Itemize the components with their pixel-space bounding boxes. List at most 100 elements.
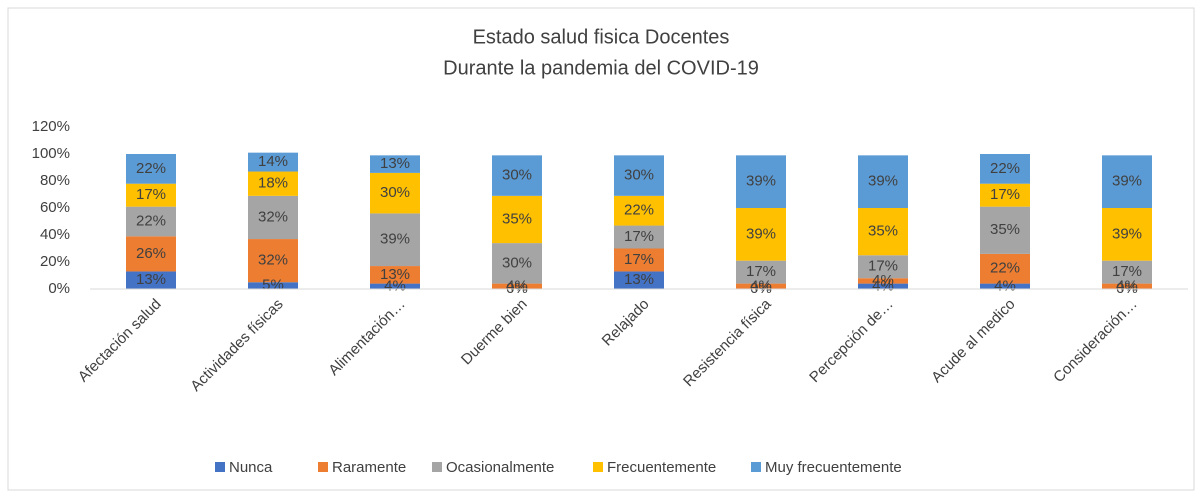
- bar-segment: [858, 208, 908, 256]
- y-tick-label: 20%: [40, 253, 70, 270]
- y-tick-label: 40%: [40, 226, 70, 243]
- data-label: 39%: [380, 231, 410, 248]
- data-label: 17%: [990, 186, 1020, 203]
- bar-segment: [370, 155, 420, 173]
- bar-segment: [614, 225, 664, 249]
- data-label: 17%: [746, 263, 776, 280]
- data-label: 22%: [990, 160, 1020, 177]
- data-label: 22%: [136, 160, 166, 177]
- data-label: 17%: [868, 258, 898, 275]
- data-label: 39%: [868, 173, 898, 190]
- bar-segment: [126, 236, 176, 272]
- bar-segment: [248, 171, 298, 196]
- bar-segment: [858, 255, 908, 279]
- bar-segment: [492, 243, 542, 284]
- data-label: 4%: [872, 272, 894, 289]
- bar-segment: [1102, 208, 1152, 261]
- bar-segment: [980, 183, 1030, 207]
- y-tick-label: 120%: [32, 118, 70, 135]
- legend-label: Muy frecuentemente: [765, 459, 902, 476]
- y-tick-label: 0%: [48, 280, 70, 297]
- chart-title: Estado salud fisica Docentes: [473, 26, 730, 48]
- bar-segment: [492, 283, 542, 289]
- legend-swatch: [593, 462, 603, 472]
- bar-segment: [1102, 155, 1152, 208]
- bar-segment: [126, 183, 176, 207]
- bar-segment: [492, 155, 542, 196]
- bar-segment: [858, 155, 908, 208]
- bar-segment: [126, 154, 176, 184]
- bar-segment: [370, 266, 420, 284]
- data-label: 4%: [1116, 277, 1138, 294]
- bar-segment: [858, 283, 908, 289]
- bar-segment: [248, 195, 298, 240]
- bar-segment: [980, 283, 1030, 289]
- bar-segment: [614, 155, 664, 196]
- bar-segment: [614, 248, 664, 272]
- bar-segment: [248, 282, 298, 289]
- bar-segment: [736, 260, 786, 284]
- bar-segment: [248, 239, 298, 283]
- data-label: 30%: [502, 254, 532, 271]
- y-tick-label: 100%: [32, 145, 70, 162]
- data-label: 4%: [872, 277, 894, 294]
- bar-segment: [1102, 283, 1152, 289]
- bar-segment: [736, 283, 786, 289]
- bar-segment: [492, 195, 542, 244]
- data-label: 13%: [380, 266, 410, 283]
- data-label: 5%: [262, 277, 284, 294]
- bar-segment: [370, 283, 420, 289]
- data-label: 26%: [136, 245, 166, 262]
- legend-swatch: [318, 462, 328, 472]
- bar-segment: [858, 278, 908, 284]
- data-label: 30%: [502, 167, 532, 184]
- data-label: 35%: [868, 223, 898, 240]
- bar-segment: [614, 271, 664, 289]
- data-label: 0%: [1116, 280, 1138, 297]
- data-label: 30%: [380, 184, 410, 201]
- data-label: 4%: [994, 277, 1016, 294]
- data-label: 17%: [624, 228, 654, 245]
- data-label: 0%: [750, 280, 772, 297]
- bar-segment: [614, 195, 664, 226]
- bar-segment: [736, 208, 786, 261]
- data-label: 13%: [380, 155, 410, 172]
- legend-swatch: [751, 462, 761, 472]
- data-label: 39%: [746, 173, 776, 190]
- bar-segment: [736, 155, 786, 208]
- chart-subtitle: Durante la pandemia del COVID-19: [443, 57, 759, 79]
- data-label: 17%: [136, 186, 166, 203]
- legend-swatch: [432, 462, 442, 472]
- bar-segment: [980, 154, 1030, 184]
- data-label: 22%: [624, 202, 654, 219]
- data-label: 35%: [502, 210, 532, 227]
- data-label: 4%: [384, 277, 406, 294]
- data-label: 17%: [624, 251, 654, 268]
- data-label: 22%: [990, 260, 1020, 277]
- bar-segment: [980, 206, 1030, 254]
- y-tick-label: 80%: [40, 172, 70, 189]
- legend-label: Frecuentemente: [607, 459, 716, 476]
- data-label: 4%: [750, 277, 772, 294]
- data-label: 13%: [136, 271, 166, 288]
- data-label: 4%: [506, 277, 528, 294]
- y-tick-label: 60%: [40, 199, 70, 216]
- bar-segment: [370, 172, 420, 214]
- legend-label: Ocasionalmente: [446, 459, 554, 476]
- data-label: 39%: [746, 225, 776, 242]
- data-label: 17%: [1112, 263, 1142, 280]
- data-label: 18%: [258, 175, 288, 192]
- data-label: 13%: [624, 271, 654, 288]
- data-label: 39%: [1112, 225, 1142, 242]
- bar-segment: [1102, 260, 1152, 284]
- bar-segment: [248, 152, 298, 172]
- data-label: 14%: [258, 153, 288, 170]
- data-label: 22%: [136, 212, 166, 229]
- bar-segment: [370, 213, 420, 267]
- data-label: 30%: [624, 167, 654, 184]
- data-label: 35%: [990, 221, 1020, 238]
- data-label: 0%: [506, 280, 528, 297]
- data-label: 32%: [258, 252, 288, 269]
- data-label: 32%: [258, 208, 288, 225]
